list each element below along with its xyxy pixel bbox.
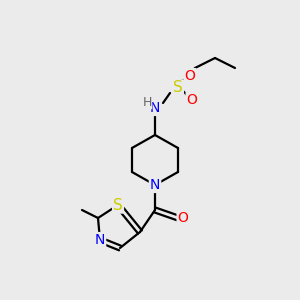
Text: N: N [150, 101, 160, 115]
Text: N: N [95, 233, 105, 247]
Text: S: S [173, 80, 183, 95]
Text: O: O [184, 69, 195, 83]
Text: O: O [187, 93, 197, 107]
Text: N: N [150, 178, 160, 192]
Text: H: H [142, 95, 152, 109]
Text: S: S [113, 197, 123, 212]
Text: O: O [178, 211, 188, 225]
